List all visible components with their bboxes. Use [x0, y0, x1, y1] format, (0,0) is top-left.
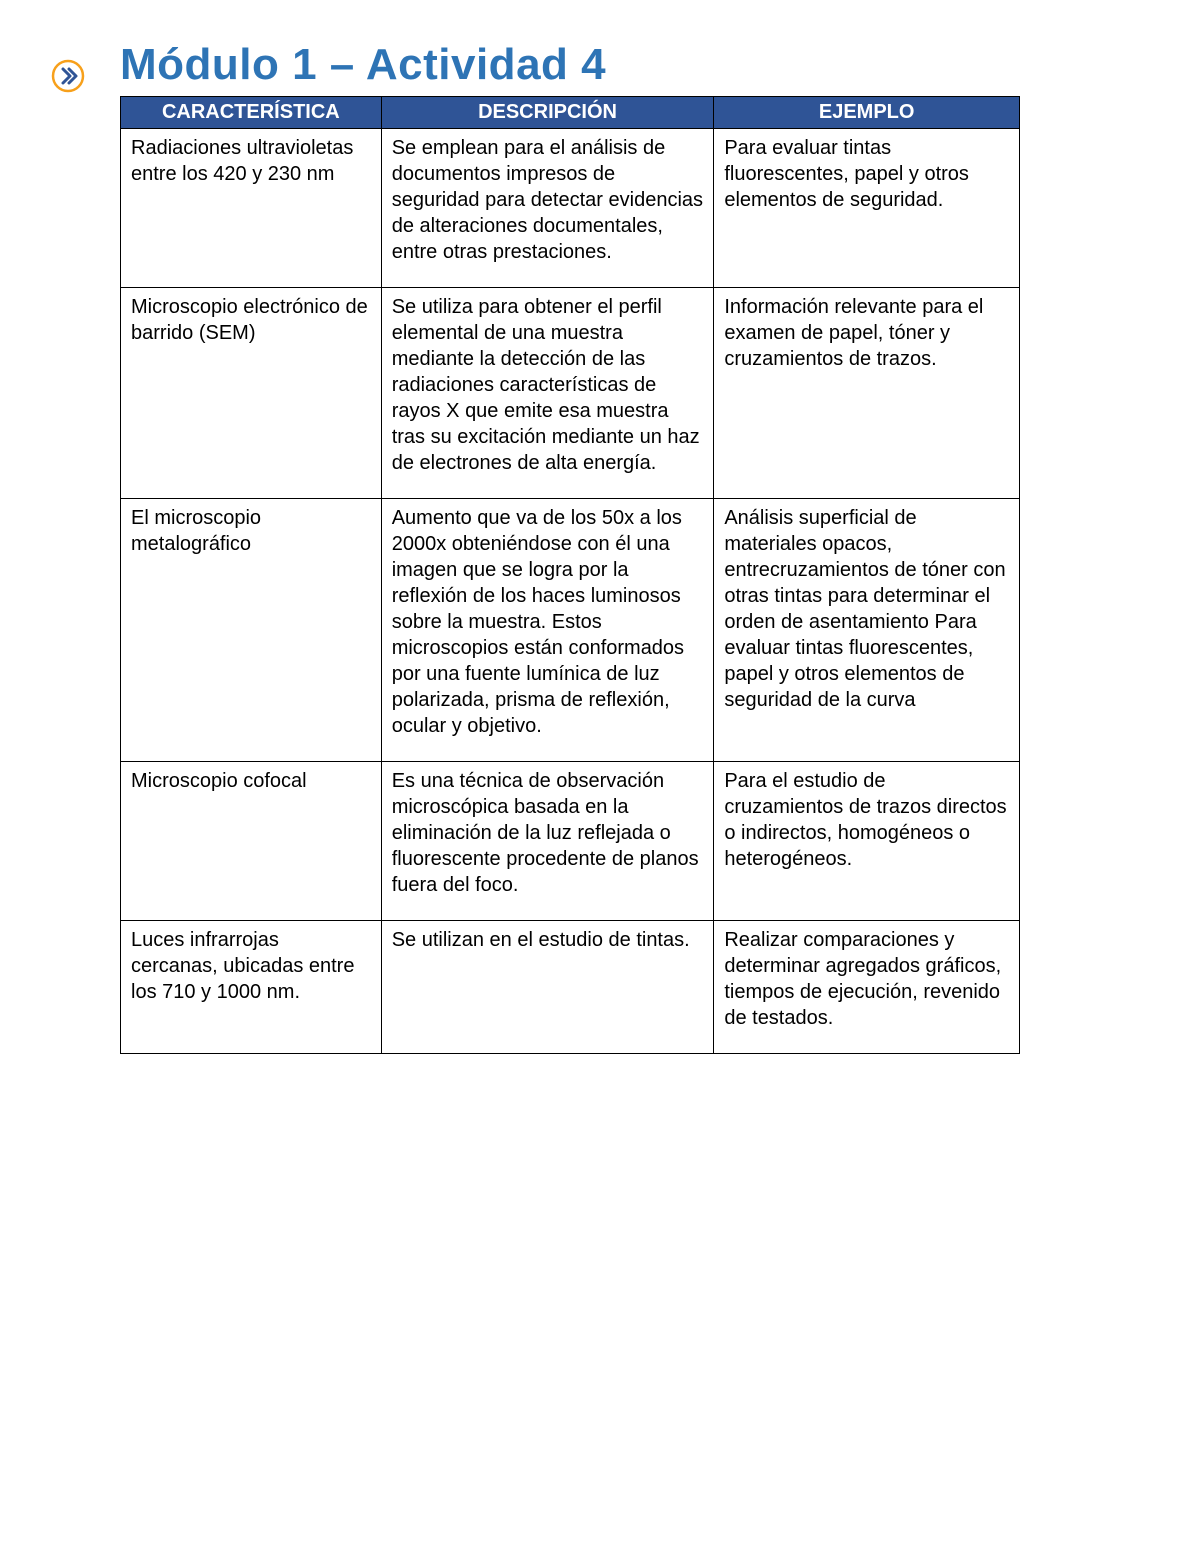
- cell-descripcion: Aumento que va de los 50x a los 2000x ob…: [381, 499, 714, 762]
- characteristics-table: CARACTERÍSTICA DESCRIPCIÓN EJEMPLO Radia…: [120, 96, 1020, 1054]
- table-row: Microscopio cofocal Es una técnica de ob…: [121, 762, 1020, 921]
- cell-ejemplo: Análisis superficial de materiales opaco…: [714, 499, 1020, 762]
- cell-caracteristica: Microscopio electrónico de barrido (SEM): [121, 288, 382, 499]
- column-header-descripcion: DESCRIPCIÓN: [381, 97, 714, 129]
- cell-ejemplo: Información relevante para el examen de …: [714, 288, 1020, 499]
- chevron-bullet-icon: [50, 58, 86, 94]
- column-header-ejemplo: EJEMPLO: [714, 97, 1020, 129]
- column-header-caracteristica: CARACTERÍSTICA: [121, 97, 382, 129]
- cell-caracteristica: Microscopio cofocal: [121, 762, 382, 921]
- table-row: Luces infrarrojas cercanas, ubicadas ent…: [121, 921, 1020, 1054]
- cell-caracteristica: El microscopio metalográfico: [121, 499, 382, 762]
- cell-ejemplo: Para el estudio de cruzamientos de trazo…: [714, 762, 1020, 921]
- page-title: Módulo 1 – Actividad 4: [120, 40, 1140, 90]
- cell-ejemplo: Realizar comparaciones y determinar agre…: [714, 921, 1020, 1054]
- cell-ejemplo: Para evaluar tintas fluorescentes, papel…: [714, 129, 1020, 288]
- cell-caracteristica: Luces infrarrojas cercanas, ubicadas ent…: [121, 921, 382, 1054]
- table-row: Microscopio electrónico de barrido (SEM)…: [121, 288, 1020, 499]
- cell-caracteristica: Radiaciones ultravioletas entre los 420 …: [121, 129, 382, 288]
- document-page: Módulo 1 – Actividad 4 CARACTERÍSTICA DE…: [60, 40, 1140, 1054]
- cell-descripcion: Se utiliza para obtener el perfil elemen…: [381, 288, 714, 499]
- table-header-row: CARACTERÍSTICA DESCRIPCIÓN EJEMPLO: [121, 97, 1020, 129]
- cell-descripcion: Es una técnica de observación microscópi…: [381, 762, 714, 921]
- table-row: El microscopio metalográfico Aumento que…: [121, 499, 1020, 762]
- table-row: Radiaciones ultravioletas entre los 420 …: [121, 129, 1020, 288]
- cell-descripcion: Se utilizan en el estudio de tintas.: [381, 921, 714, 1054]
- cell-descripcion: Se emplean para el análisis de documento…: [381, 129, 714, 288]
